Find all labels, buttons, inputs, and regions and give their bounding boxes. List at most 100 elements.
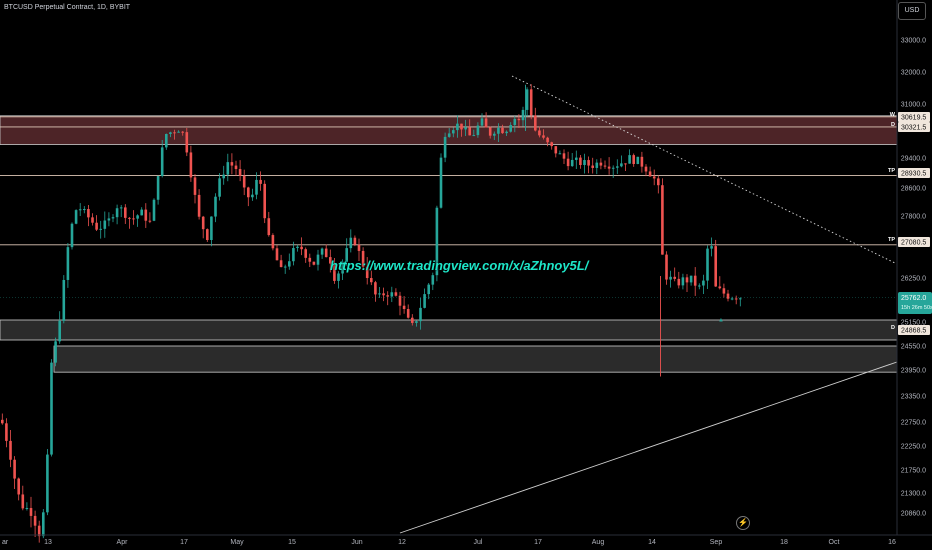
time-tick-label: 16	[888, 539, 896, 546]
candle	[169, 131, 172, 138]
candle-body	[144, 209, 148, 221]
candle	[394, 288, 398, 297]
candle-body	[382, 293, 385, 296]
candle-body	[148, 220, 152, 222]
candle	[99, 220, 102, 239]
candle	[140, 207, 143, 216]
price-tick-label: 23950.0	[901, 368, 926, 375]
candle	[611, 165, 615, 178]
candle-body	[411, 317, 414, 323]
time-tick-label: Apr	[117, 539, 129, 546]
candle	[242, 169, 246, 196]
candle-body	[283, 266, 287, 268]
candle-body	[734, 298, 738, 300]
candle	[62, 275, 66, 324]
candle-body	[501, 127, 504, 134]
candle	[177, 130, 180, 133]
candle	[427, 282, 430, 300]
candle-body	[603, 165, 607, 167]
candle-body	[439, 157, 443, 208]
candle	[124, 204, 127, 224]
candle	[1, 413, 4, 425]
candle	[238, 160, 242, 182]
candle	[562, 149, 566, 165]
candle-body	[46, 454, 49, 513]
candle-body	[66, 247, 70, 280]
countdown-value: 15h 26m 50s	[901, 305, 932, 311]
candle-body	[648, 171, 652, 177]
candle-body	[616, 166, 619, 168]
watermark-url: https://www.tradingview.com/x/aZhnoy5L/	[330, 258, 589, 273]
candle-body	[95, 222, 98, 230]
price-label-4: 25762.0 15h 26m 50s	[898, 292, 932, 314]
marker-arrow: ▲	[718, 318, 724, 324]
candle-body	[538, 130, 541, 136]
candle-body	[636, 156, 640, 164]
candle-body	[415, 321, 418, 323]
candle	[726, 289, 730, 302]
lightning-icon[interactable]: ⚡	[736, 516, 750, 530]
candle-body	[263, 183, 266, 219]
candle	[431, 272, 435, 291]
candle-body	[665, 254, 668, 280]
candle	[423, 288, 426, 309]
candle-body	[333, 263, 336, 281]
candle	[607, 157, 611, 175]
candle-body	[304, 249, 307, 258]
candle-body	[201, 216, 205, 230]
candle	[710, 237, 713, 257]
candle	[374, 280, 377, 302]
candle	[415, 320, 418, 327]
candle-body	[435, 207, 439, 276]
candle	[324, 244, 328, 258]
candle-body	[365, 266, 369, 279]
candle	[591, 157, 594, 174]
candle-body	[13, 459, 16, 479]
price-label-tag: W	[890, 112, 896, 118]
candle-body	[29, 508, 33, 516]
candle	[353, 235, 357, 247]
candle-body	[17, 478, 20, 495]
candle	[382, 287, 385, 302]
candle-body	[1, 419, 4, 424]
candle	[497, 123, 500, 143]
candle-body	[238, 169, 242, 176]
candle	[644, 164, 648, 177]
price-tick-label: 24550.0	[901, 344, 926, 351]
candle-body	[607, 166, 611, 169]
candle-body	[673, 276, 676, 279]
candle	[251, 188, 254, 201]
candle-body	[546, 137, 549, 143]
time-tick-label: 13	[44, 539, 52, 546]
candle	[550, 141, 553, 150]
candle-body	[698, 285, 701, 287]
candle-body	[583, 160, 586, 166]
candle	[25, 502, 29, 511]
candle-body	[357, 244, 361, 251]
candle	[345, 238, 348, 266]
candle-body	[54, 341, 57, 363]
candle-body	[42, 512, 45, 537]
candle-body	[398, 295, 402, 306]
price-label-tag: D	[891, 325, 895, 331]
candle-body	[99, 228, 102, 230]
candle	[304, 247, 307, 263]
candle-body	[70, 223, 74, 248]
candle	[681, 273, 685, 290]
candle	[554, 146, 558, 158]
candle	[718, 276, 722, 290]
candle-body	[693, 275, 697, 286]
candle-body	[443, 136, 447, 158]
candle	[230, 153, 234, 175]
candle	[702, 274, 705, 294]
candle	[677, 271, 681, 289]
candle	[480, 113, 484, 127]
candle-body	[714, 246, 717, 287]
candle	[739, 297, 742, 307]
candle	[337, 271, 340, 289]
candle	[673, 267, 676, 282]
currency-button[interactable]: USD	[898, 2, 926, 20]
candle	[538, 126, 541, 138]
candle-body	[222, 174, 225, 179]
